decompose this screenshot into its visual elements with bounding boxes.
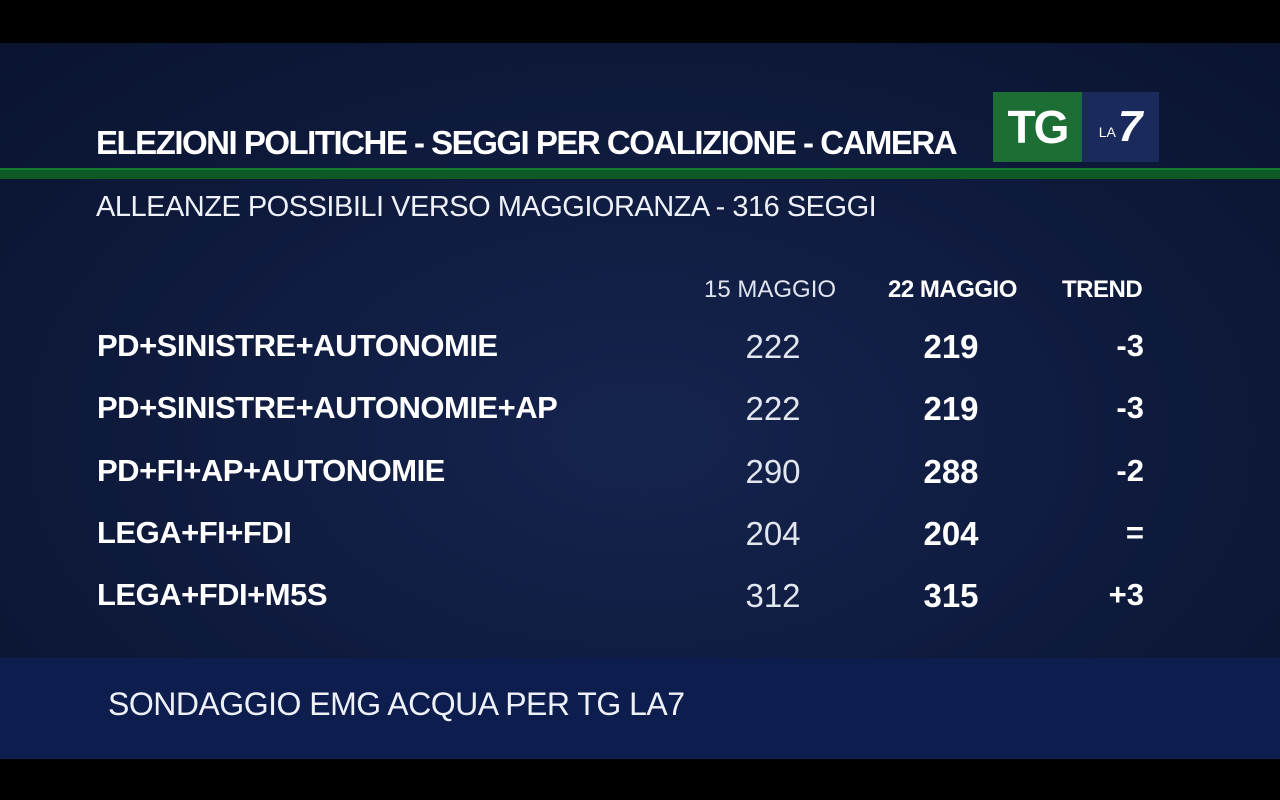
seats-15-maggio: 290 (745, 453, 801, 490)
logo-la-text: LA (1098, 124, 1116, 140)
seats-trend: +3 (1108, 577, 1144, 612)
column-header-22-maggio: 22 MAGGIO (888, 276, 1017, 303)
seats-22-maggio: 288 (923, 453, 979, 490)
graphic-title: ELEZIONI POLITICHE - SEGGI PER COALIZION… (96, 124, 958, 161)
graphic-subtitle: ALLEANZE POSSIBILI VERSO MAGGIORANZA - 3… (96, 191, 877, 223)
title-underline-bar (0, 168, 1280, 179)
seats-15-maggio: 204 (745, 515, 801, 552)
table-row: PD+FI+AP+AUTONOMIE 290 288 -2 (0, 453, 1280, 493)
seats-22-maggio: 219 (923, 390, 979, 427)
logo-seven-text: 7 (1117, 102, 1143, 151)
table-row: LEGA+FI+FDI 204 204 = (0, 515, 1280, 555)
column-header-trend: TREND (1062, 276, 1143, 303)
table-row: LEGA+FDI+M5S 312 315 +3 (0, 577, 1280, 617)
seats-trend: -3 (1116, 328, 1144, 363)
seats-trend: -2 (1116, 453, 1144, 488)
coalition-name: PD+FI+AP+AUTONOMIE (97, 453, 445, 488)
column-header-15-maggio: 15 MAGGIO (704, 276, 837, 303)
seats-22-maggio: 204 (923, 515, 979, 552)
seats-trend: -3 (1116, 390, 1144, 425)
logo-tg: TG (993, 92, 1082, 162)
coalition-name: PD+SINISTRE+AUTONOMIE+AP (97, 390, 558, 425)
tg-la7-logo: TG LA 7 (993, 92, 1159, 162)
source-footer: SONDAGGIO EMG ACQUA PER TG LA7 (0, 658, 1280, 759)
seats-15-maggio: 312 (745, 577, 801, 614)
coalition-name: PD+SINISTRE+AUTONOMIE (97, 328, 498, 363)
coalition-name: LEGA+FI+FDI (97, 515, 292, 550)
seats-22-maggio: 315 (923, 577, 979, 614)
seats-trend: = (1125, 515, 1144, 550)
seats-15-maggio: 222 (745, 328, 801, 365)
coalition-name: LEGA+FDI+M5S (97, 577, 328, 612)
table-row: PD+SINISTRE+AUTONOMIE+AP 222 219 -3 (0, 390, 1280, 430)
seats-22-maggio: 219 (923, 328, 979, 365)
seats-15-maggio: 222 (745, 390, 801, 427)
table-row: PD+SINISTRE+AUTONOMIE 222 219 -3 (0, 328, 1280, 368)
broadcast-graphic: ELEZIONI POLITICHE - SEGGI PER COALIZION… (0, 43, 1280, 759)
source-text: SONDAGGIO EMG ACQUA PER TG LA7 (108, 686, 685, 722)
logo-la7: LA 7 (1082, 92, 1159, 162)
